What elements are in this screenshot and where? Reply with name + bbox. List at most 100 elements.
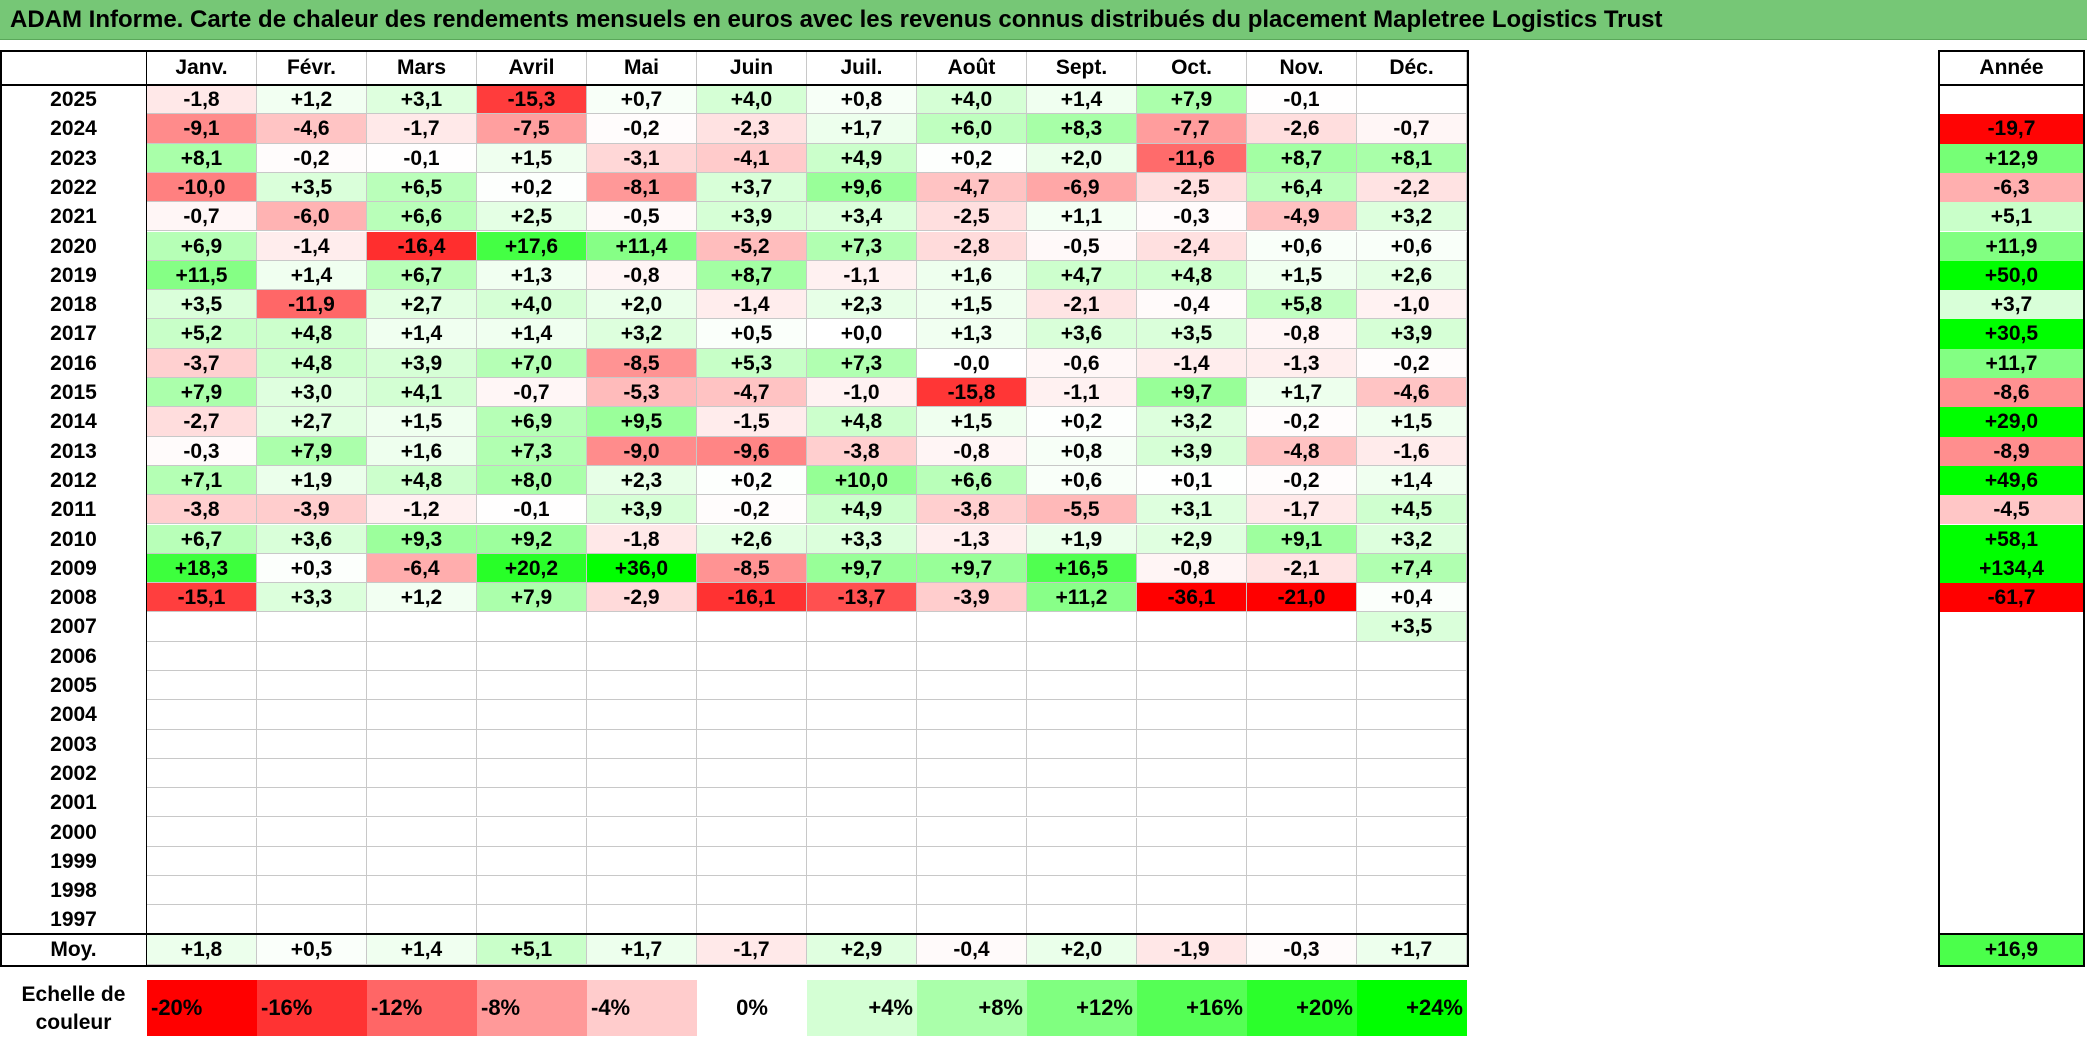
heatmap-cell <box>1357 85 1467 115</box>
heatmap-cell <box>1247 671 1357 701</box>
heatmap-cell <box>257 612 367 642</box>
heatmap-cell: +3,2 <box>587 319 697 349</box>
heatmap-cell: -1,4 <box>257 231 367 261</box>
heatmap-cell: +1,9 <box>257 465 367 496</box>
heatmap-cell <box>367 788 477 818</box>
year-label: 1998 <box>50 879 97 903</box>
heatmap-cell: +6,9 <box>147 231 257 261</box>
heatmap-cell <box>807 700 917 730</box>
heatmap-cell <box>257 641 367 671</box>
heatmap-cell <box>257 671 367 701</box>
heatmap-cell <box>917 729 1027 759</box>
heatmap-cell: -5,2 <box>697 231 807 261</box>
heatmap-cell: +7,3 <box>477 436 587 466</box>
heatmap-cell <box>477 817 587 847</box>
month-header: Juin <box>697 50 807 85</box>
average-cell: +5,1 <box>477 935 587 965</box>
year-label: 2004 <box>50 703 97 727</box>
annual-cell: +29,0 <box>1939 407 2084 437</box>
heatmap-cell <box>257 846 367 877</box>
heatmap-cell: -1,3 <box>1247 348 1357 378</box>
heatmap-cell: -1,7 <box>1247 495 1357 525</box>
annual-cell <box>1939 85 2084 115</box>
heatmap-cell: +36,0 <box>587 553 697 584</box>
heatmap-cell <box>807 758 917 789</box>
heatmap-cell <box>367 700 477 730</box>
heatmap-cell: -0,3 <box>1137 202 1247 232</box>
heatmap-cell: -1,4 <box>1137 348 1247 378</box>
scale-swatch: 0% <box>697 980 807 1036</box>
heatmap-cell <box>1137 700 1247 730</box>
heatmap-cell <box>917 876 1027 906</box>
heatmap-cell: +8,3 <box>1027 114 1137 144</box>
heatmap-cell: -2,7 <box>147 407 257 437</box>
heatmap-cell: +1,5 <box>477 143 587 173</box>
heatmap-cell: -13,7 <box>807 583 917 613</box>
heatmap-cell <box>1357 817 1467 847</box>
heatmap-cell: +3,6 <box>1027 319 1137 349</box>
heatmap-cell: +6,9 <box>477 407 587 437</box>
heatmap-cell: +4,0 <box>917 85 1027 115</box>
heatmap-cell: +3,1 <box>367 85 477 115</box>
year-label: 2005 <box>50 674 97 697</box>
heatmap-cell: +1,5 <box>917 290 1027 320</box>
heatmap-cell: +0,3 <box>257 553 367 584</box>
heatmap-cell: +0,2 <box>917 143 1027 173</box>
annual-cell <box>1939 846 2084 877</box>
heatmap-cell <box>367 641 477 671</box>
heatmap-cell: -2,1 <box>1027 290 1137 320</box>
heatmap-cell <box>697 612 807 642</box>
heatmap-cell: -4,1 <box>697 143 807 173</box>
heatmap-cell: +0,6 <box>1027 465 1137 496</box>
annual-cell <box>1939 817 2084 847</box>
heatmap-cell: +2,7 <box>367 290 477 320</box>
heatmap-cell: -0,7 <box>477 378 587 408</box>
average-cell: +1,7 <box>587 935 697 965</box>
year-label: 2007 <box>50 615 97 639</box>
heatmap-cell: +2,7 <box>257 407 367 437</box>
heatmap-cell: -1,1 <box>807 260 917 291</box>
annual-cell: +11,9 <box>1939 231 2084 261</box>
year-label: 2008 <box>50 586 97 610</box>
annual-cell: -6,3 <box>1939 172 2084 203</box>
heatmap-cell: +3,5 <box>1137 319 1247 349</box>
year-label: 2011 <box>50 498 97 522</box>
heatmap-cell <box>587 758 697 789</box>
heatmap-cell <box>147 876 257 906</box>
heatmap-cell <box>1357 788 1467 818</box>
heatmap-cell <box>1357 729 1467 759</box>
heatmap-cell: -2,5 <box>1137 172 1247 203</box>
heatmap-cell: +8,0 <box>477 465 587 496</box>
heatmap-cell <box>147 788 257 818</box>
heatmap-cell: -1,0 <box>807 378 917 408</box>
heatmap-cell: +3,9 <box>697 202 807 232</box>
average-label: Moy. <box>50 938 97 961</box>
heatmap-cell <box>1137 905 1247 935</box>
heatmap-cell: -15,1 <box>147 583 257 613</box>
heatmap-cell: -0,5 <box>1027 231 1137 261</box>
heatmap-cell: -4,7 <box>697 378 807 408</box>
heatmap-cell: -0,8 <box>1247 319 1357 349</box>
heatmap-cell: +1,4 <box>367 319 477 349</box>
heatmap-cell <box>587 905 697 935</box>
heatmap-cell: +1,4 <box>1027 85 1137 115</box>
heatmap-cell <box>477 641 587 671</box>
year-label: 2018 <box>50 293 97 317</box>
heatmap-cell <box>587 817 697 847</box>
heatmap-cell: -9,0 <box>587 436 697 466</box>
annual-cell: +30,5 <box>1939 319 2084 349</box>
scale-label: couleur <box>35 1011 112 1034</box>
heatmap-cell: -7,5 <box>477 114 587 144</box>
heatmap-cell: +1,3 <box>917 319 1027 349</box>
heatmap-cell <box>257 788 367 818</box>
heatmap-cell <box>917 641 1027 671</box>
heatmap-cell: +3,4 <box>807 202 917 232</box>
heatmap-cell <box>917 817 1027 847</box>
year-label: 2025 <box>50 88 97 111</box>
heatmap-cell: +11,5 <box>147 260 257 291</box>
heatmap-cell <box>147 729 257 759</box>
heatmap-cell: +3,2 <box>1357 202 1467 232</box>
heatmap-cell: -3,9 <box>917 583 1027 613</box>
average-cell: +1,8 <box>147 935 257 965</box>
heatmap-cell <box>367 876 477 906</box>
